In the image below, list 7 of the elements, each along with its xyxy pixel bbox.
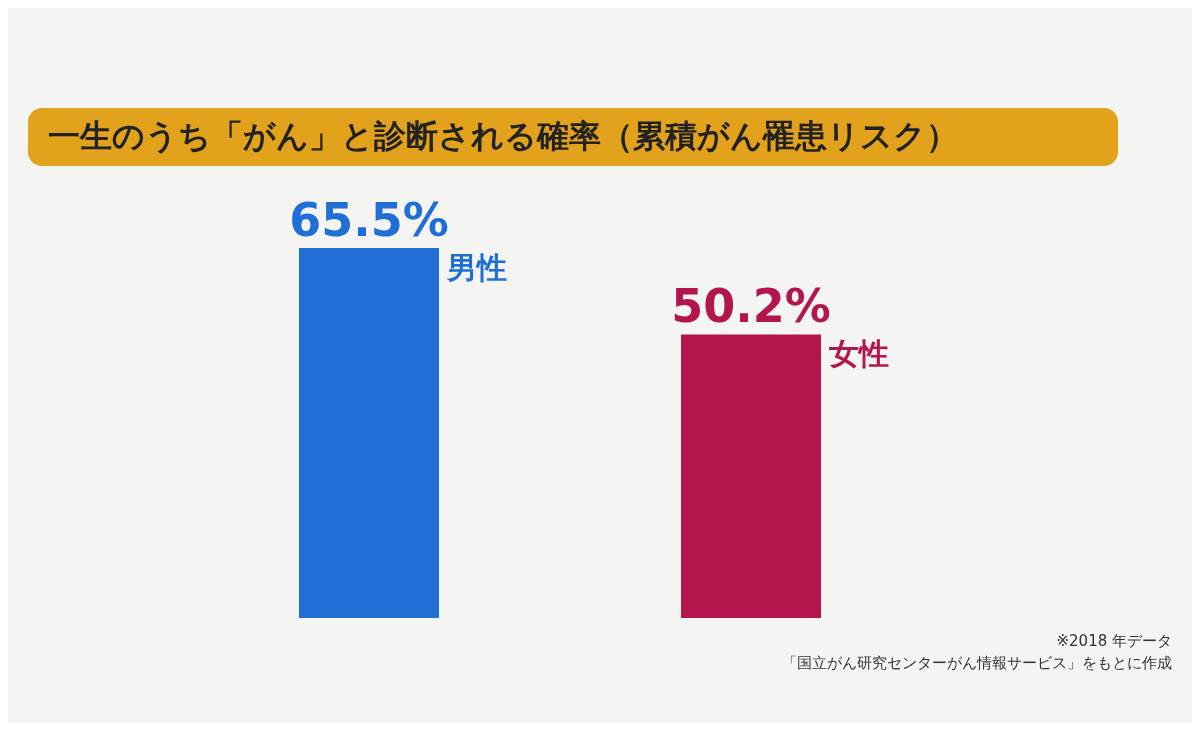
x-tick-label: 男性 [446,250,507,285]
data-label: 65.5% [289,193,449,247]
x-tick-label: 女性 [828,336,889,372]
chart-title: 一生のうち「がん」と診断される確率（累積がん罹患リスク） [48,116,958,157]
text: ※2018 年データ [1055,631,1172,652]
text: 「国立がん研究センターがん情報サービス」をもとに作成 [782,653,1172,674]
data-label: 50.2% [671,279,831,334]
